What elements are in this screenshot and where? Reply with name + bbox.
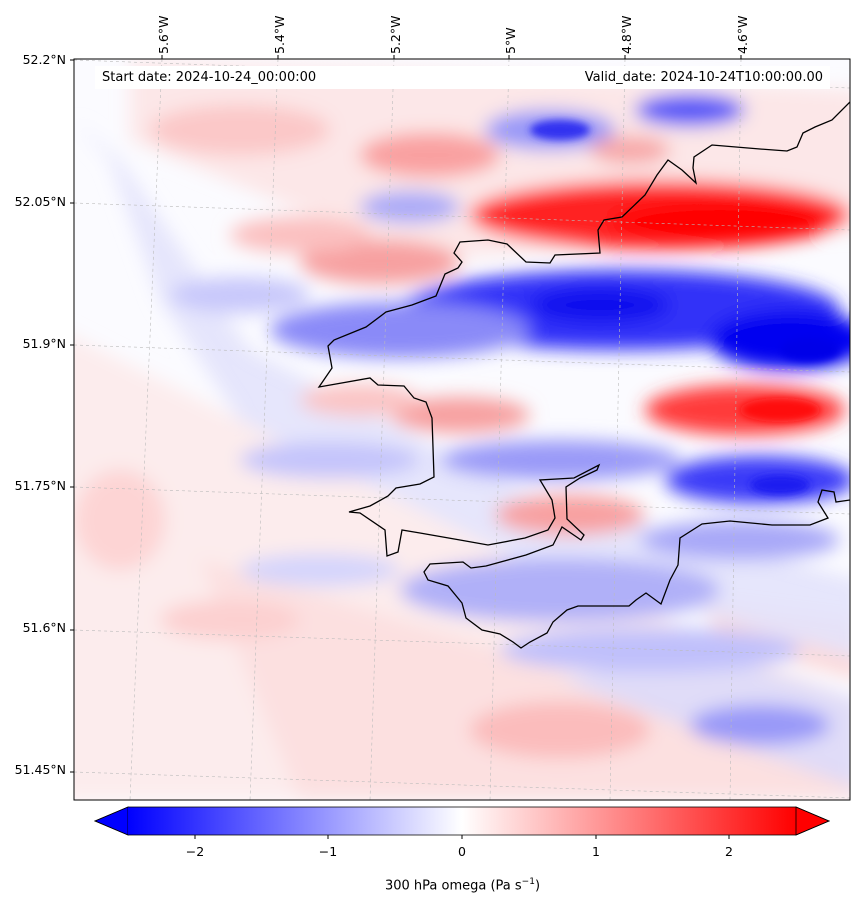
colorbar-label-suffix: ) <box>534 878 541 894</box>
colorbar-tick-neg1: −1 <box>318 844 338 859</box>
lat-label-51-45: 51.45°N <box>14 762 66 777</box>
start-date-text: Start date: 2024-10-24_00:00:00 <box>102 70 317 85</box>
map-frame <box>73 58 851 801</box>
lon-label-4-6: 4.6°W <box>735 15 750 55</box>
lat-label-52-05: 52.05°N <box>14 194 66 209</box>
coastline <box>317 101 850 649</box>
colorbar-label-prefix: 300 hPa omega (Pa s <box>384 878 522 894</box>
colorbar-tick-neg2: −2 <box>185 844 205 859</box>
colorbar-gradient <box>128 807 796 835</box>
colorbar-min-extension <box>93 806 129 836</box>
colorbar-label: 300 hPa omega (Pa s−1) <box>0 877 859 893</box>
colorbar-tick-0: 0 <box>458 844 466 859</box>
colorbar-tick-2: 2 <box>725 844 733 859</box>
lat-label-51-75: 51.75°N <box>14 478 66 493</box>
omega-map <box>70 55 851 801</box>
lon-label-5-4: 5.4°W <box>272 15 287 55</box>
colorbar-tick-1: 1 <box>592 844 600 859</box>
lat-label-51-9: 51.9°N <box>22 336 66 351</box>
valid-date-text: Valid_date: 2024-10-24T10:00:00.00 <box>584 70 823 85</box>
lat-label-51-6: 51.6°N <box>22 620 66 635</box>
colorbar-max-extension <box>795 806 831 836</box>
colorbar-label-exponent: −1 <box>521 877 535 887</box>
lon-label-5-2: 5.2°W <box>388 15 403 55</box>
gridlines <box>74 59 850 800</box>
omega-field <box>74 59 850 800</box>
lon-label-4-8: 4.8°W <box>619 15 634 55</box>
lon-label-5: 5°W <box>503 27 518 54</box>
lon-label-5-6: 5.6°W <box>156 15 171 55</box>
lat-label-52-2: 52.2°N <box>22 52 66 67</box>
colorbar <box>93 806 831 839</box>
date-info-box: Start date: 2024-10-24_00:00:00 Valid_da… <box>95 66 830 89</box>
